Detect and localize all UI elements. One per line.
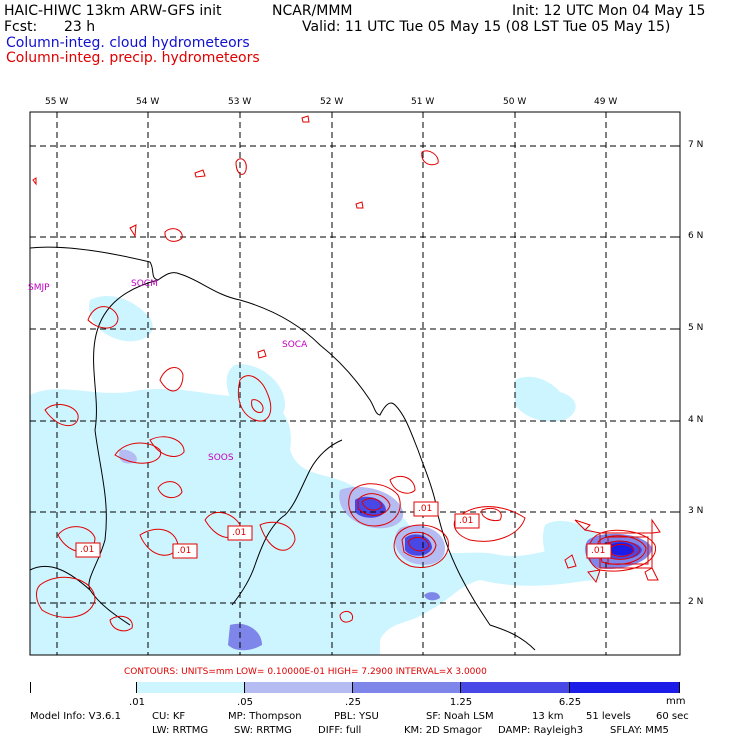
legend-swatch (30, 682, 137, 693)
station-soos: SOOS (208, 453, 234, 463)
field-title-cloud: Column-integ. cloud hydrometeors (6, 35, 250, 51)
station-soca: SOCA (282, 340, 308, 350)
lat-label-2n: 2 N (688, 597, 704, 607)
model-version: Model Info: V3.6.1 (30, 711, 121, 722)
longwave-scheme: LW: RRTMG (152, 725, 209, 736)
contour-label: .01 (80, 545, 95, 555)
legend-tick: .25 (345, 697, 361, 708)
lat-label-4n: 4 N (688, 415, 704, 425)
legend-swatch (137, 682, 245, 693)
km-option: KM: 2D Smagor (404, 725, 482, 736)
lon-label-51w: 51 W (411, 97, 435, 107)
contour-label: .01 (232, 528, 247, 538)
lat-lon-grid (30, 112, 680, 655)
axis-ticks (56, 112, 680, 604)
lat-label-7n: 7 N (688, 140, 704, 150)
lon-label-54w: 54 W (136, 97, 160, 107)
lon-label-52w: 52 W (320, 97, 344, 107)
station-socm: SOCM (131, 279, 158, 289)
contour-label: .01 (591, 546, 606, 556)
lon-label-55w: 55 W (45, 97, 69, 107)
model-title: HAIC-HIWC 13km ARW-GFS init (4, 3, 222, 19)
lat-label-5n: 5 N (688, 323, 704, 333)
forecast-hour: 23 h (64, 19, 96, 35)
legend-unit: mm (666, 696, 686, 707)
lon-label-49w: 49 W (594, 97, 618, 107)
vertical-levels: 51 levels (586, 711, 631, 722)
valid-time: Valid: 11 UTC Tue 05 May 15 (08 LST Tue … (302, 19, 671, 35)
surface-scheme: SF: Noah LSM (426, 711, 494, 722)
cloud-shading (30, 296, 652, 655)
lat-label-6n: 6 N (688, 231, 704, 241)
legend-tick: 1.25 (449, 697, 473, 708)
contour-label: .01 (459, 516, 474, 526)
map-frame (29, 111, 681, 656)
contour-label: .01 (177, 546, 192, 556)
field-title-precip: Column-integ. precip. hydrometeors (6, 50, 260, 66)
contour-label-boxes (75, 501, 612, 559)
shortwave-scheme: SW: RRTMG (234, 725, 292, 736)
contour-info: CONTOURS: UNITS=mm LOW= 0.10000E-01 HIGH… (124, 667, 487, 677)
legend-tick: .01 (129, 697, 145, 708)
pbl-scheme: PBL: YSU (334, 711, 379, 722)
legend-swatch (570, 682, 680, 693)
legend-tick: 6.25 (558, 697, 582, 708)
surface-layer-option: SFLAY: MM5 (610, 725, 669, 736)
grid-spacing: 13 km (532, 711, 564, 722)
contour-label: .01 (418, 504, 433, 514)
init-time: Init: 12 UTC Mon 04 May 15 (512, 3, 706, 19)
lon-label-53w: 53 W (228, 97, 252, 107)
lon-label-50w: 50 W (503, 97, 527, 107)
microphysics-scheme: MP: Thompson (228, 711, 302, 722)
legend-swatch (461, 682, 570, 693)
legend-swatch (245, 682, 353, 693)
diffusion-option: DIFF: full (318, 725, 362, 736)
legend-swatch (353, 682, 461, 693)
agency-label: NCAR/MMM (272, 3, 353, 19)
lat-label-3n: 3 N (688, 506, 704, 516)
legend-tick: .05 (237, 697, 253, 708)
cumulus-scheme: CU: KF (152, 711, 186, 722)
time-step: 60 sec (656, 711, 689, 722)
forecast-label: Fcst: (4, 19, 38, 35)
station-smjp: SMJP (28, 283, 50, 293)
damping-option: DAMP: Rayleigh3 (498, 725, 584, 736)
